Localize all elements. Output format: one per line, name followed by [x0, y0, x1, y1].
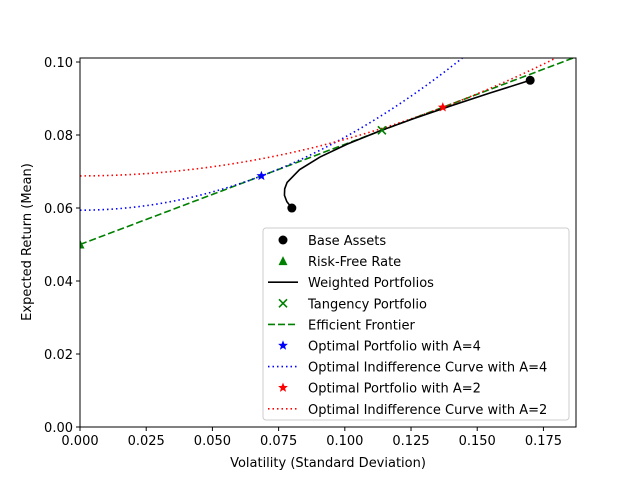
legend-label: Tangency Portfolio: [307, 297, 427, 312]
x-tick-label: 0.025: [128, 434, 165, 449]
x-tick-label: 0.100: [326, 434, 363, 449]
legend-label: Optimal Portfolio with A=4: [308, 340, 481, 355]
base-assets-point: [525, 75, 535, 85]
optimal-portfolio-with-a-2-point: [437, 102, 448, 112]
y-tick-label: 0.00: [44, 421, 73, 436]
x-tick-label: 0.175: [525, 434, 562, 449]
x-tick-label: 0.050: [194, 434, 231, 449]
legend-swatch-optimal-portfolio-with-a-2: [278, 382, 288, 392]
legend-swatch-optimal-portfolio-with-a-4: [278, 340, 288, 350]
x-axis-label: Volatility (Standard Deviation): [230, 456, 426, 471]
y-axis: 0.00 0.02 0.04 0.06 0.08 0.10: [44, 56, 80, 436]
legend: Base Assets Risk-Free Rate Weighted Portfo…: [262, 227, 570, 421]
legend-label: Optimal Portfolio with A=2: [308, 382, 481, 397]
x-axis: 0.000 0.025 0.050 0.075 0.100 0.125 0.150 0.175: [61, 427, 562, 449]
x-tick-label: 0.000: [61, 434, 98, 449]
y-tick-label: 0.06: [44, 202, 73, 217]
legend-label: Optimal Indifference Curve with A=4: [308, 361, 547, 376]
tangency-portfolio-point: [377, 125, 387, 135]
legend-swatch-tangency-portfolio: [278, 298, 288, 308]
legend-label: Efficient Frontier: [308, 318, 415, 333]
risk-free-rate-point: [80, 239, 85, 249]
y-tick-label: 0.10: [44, 56, 73, 71]
axes-frame: [79, 57, 577, 428]
legend-swatch-base-assets: [278, 235, 288, 245]
legend-label: Risk-Free Rate: [308, 255, 401, 270]
legend-box: [262, 227, 570, 421]
x-tick-label: 0.125: [392, 434, 429, 449]
legend-label: Optimal Indifference Curve with A=2: [308, 403, 547, 418]
x-tick-label: 0.150: [459, 434, 496, 449]
base-assets-point: [287, 203, 297, 213]
optimal-indifference-curve-with-a-4-line: [80, 58, 464, 211]
plot-area: [80, 58, 576, 249]
weighted-portfolios-line: [283, 79, 531, 209]
legend-label: Weighted Portfolios: [308, 276, 434, 291]
optimal-portfolio-with-a-4-point: [256, 170, 267, 181]
y-tick-label: 0.08: [44, 129, 73, 144]
legend-label: Base Assets: [308, 234, 386, 249]
legend-swatch-risk-free-rate: [278, 256, 288, 266]
efficient-frontier-line: [80, 58, 576, 246]
y-tick-label: 0.02: [44, 348, 73, 363]
x-tick-label: 0.075: [260, 434, 297, 449]
optimal-indifference-curve-with-a-2-line: [80, 58, 558, 177]
y-axis-label: Expected Return (Mean): [20, 163, 35, 321]
y-tick-label: 0.04: [44, 275, 73, 290]
